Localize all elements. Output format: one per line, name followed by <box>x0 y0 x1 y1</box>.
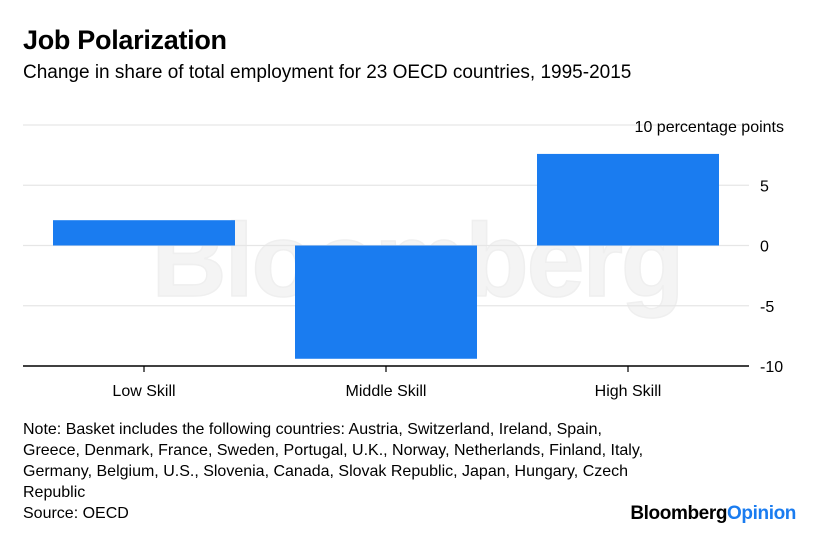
footnote: Note: Basket includes the following coun… <box>23 421 644 501</box>
bars <box>53 153 719 359</box>
x-tick-label: Low Skill <box>112 383 175 400</box>
y-tick-label: -10 <box>760 359 783 376</box>
bloomberg-opinion-logo: BloombergOpinion <box>630 502 796 526</box>
x-axis <box>23 365 749 372</box>
chart-title: Job Polarization <box>23 25 227 55</box>
y-tick-label: 10 percentage points <box>635 119 784 136</box>
y-tick-label: 0 <box>760 239 769 256</box>
logo-brand-text: Bloomberg <box>630 503 728 524</box>
logo-opinion-text: Opinion <box>727 503 796 524</box>
chart-subtitle: Change in share of total employment for … <box>23 62 632 83</box>
x-tick-label: High Skill <box>595 383 662 400</box>
bar <box>53 220 235 246</box>
x-tick-label: Middle Skill <box>346 383 427 400</box>
y-tick-label: 5 <box>760 178 769 195</box>
y-axis-tick-labels: 10 percentage points 5 0 -5 -10 <box>635 119 784 376</box>
bar <box>537 153 719 246</box>
bar <box>295 245 477 359</box>
y-tick-label: -5 <box>760 299 774 316</box>
x-axis-tick-labels: Low Skill Middle Skill High Skill <box>112 383 661 400</box>
source-note: Source: OECD <box>23 505 129 522</box>
